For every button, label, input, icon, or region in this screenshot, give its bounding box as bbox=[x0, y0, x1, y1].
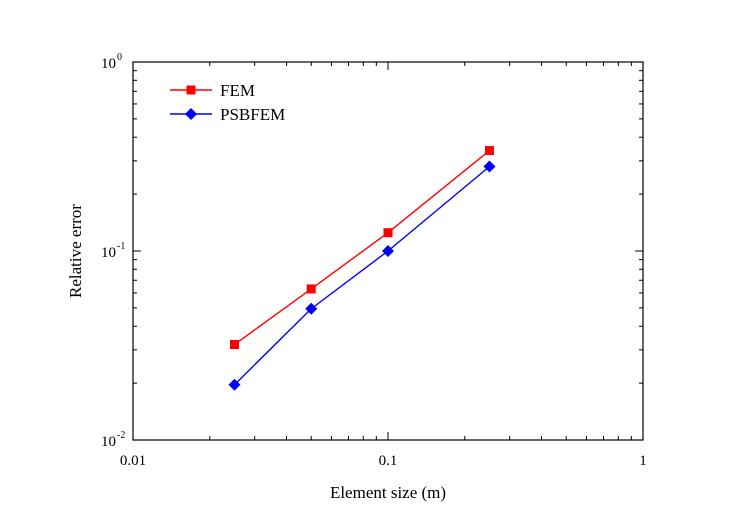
data-point bbox=[382, 245, 394, 257]
data-point bbox=[306, 284, 316, 294]
legend-label: PSBFEM bbox=[220, 105, 285, 124]
x-axis-title: Element size (m) bbox=[330, 483, 446, 502]
series-line bbox=[233, 165, 490, 386]
x-tick-label: 1 bbox=[639, 453, 647, 469]
data-point bbox=[305, 302, 318, 315]
y-axis-title: Relative error bbox=[66, 204, 85, 298]
legend-marker bbox=[186, 85, 196, 95]
data-point bbox=[383, 228, 393, 238]
legend-item: PSBFEM bbox=[170, 105, 285, 124]
x-tick-label: 0.01 bbox=[120, 453, 146, 469]
series-fem bbox=[229, 146, 494, 350]
y-tick-label: 10 -2 bbox=[101, 430, 125, 450]
series-line bbox=[234, 150, 490, 346]
series-psbfem bbox=[228, 160, 496, 391]
y-tick-base: 10 bbox=[101, 56, 116, 72]
x-tick-label: 0.1 bbox=[379, 453, 398, 469]
y-tick-base: 10 bbox=[101, 434, 116, 450]
legend-item: FEM bbox=[170, 81, 255, 100]
legend: FEM PSBFEM bbox=[170, 81, 285, 124]
y-tick-base: 10 bbox=[101, 245, 116, 261]
legend-label: FEM bbox=[220, 81, 255, 100]
y-tick-label: 10 0 bbox=[101, 52, 122, 72]
data-point bbox=[229, 340, 239, 350]
y-tick-label: 10 -1 bbox=[101, 241, 125, 261]
y-tick-exponent: -2 bbox=[117, 430, 125, 441]
y-tick-exponent: -1 bbox=[117, 241, 125, 252]
y-tick-exponent: 0 bbox=[117, 52, 122, 63]
series-layer bbox=[228, 146, 496, 391]
legend-marker bbox=[185, 108, 197, 120]
data-point bbox=[228, 378, 241, 391]
data-point bbox=[484, 146, 494, 156]
data-point bbox=[483, 160, 496, 173]
